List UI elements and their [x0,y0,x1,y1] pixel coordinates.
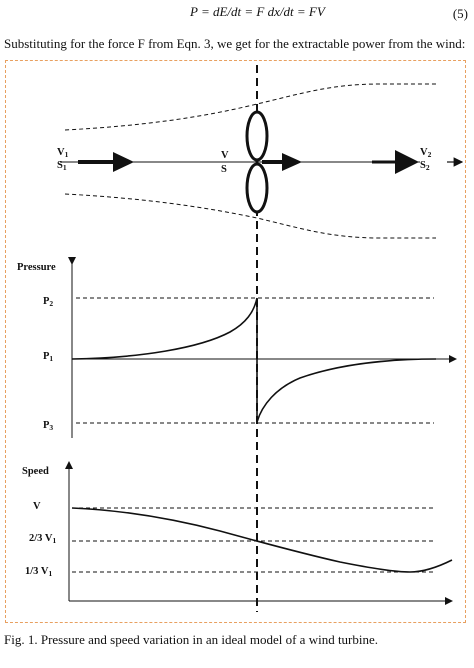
speed-axis-title: Speed [22,466,49,477]
stream-tube [60,83,464,239]
intro-paragraph: Substituting for the force F from Eqn. 3… [4,36,466,51]
pressure-tick-p2: P2 [43,296,53,308]
upstream-arrow [78,152,134,172]
pressure-axis-title: Pressure [17,262,56,273]
rotor-area-label: S [221,164,227,175]
upstream-area-label: S1 [57,160,67,172]
pressure-tick-p1: P1 [43,351,53,363]
power-equation: P = dE/dt = F dx/dt = FV [190,4,325,20]
rotor-arrow [262,153,302,171]
figure-caption: Fig. 1. Pressure and speed variation in … [4,632,379,647]
speed-tick-one-third: 1/3 V1 [25,566,52,578]
downstream-velocity-label: V2 [420,147,432,159]
rotor-blade-upper [245,110,269,162]
figure-frame [5,60,466,623]
upstream-velocity-label: V1 [57,147,69,159]
pressure-curve-upstream [71,297,258,360]
rotor-velocity-label: V [221,150,229,161]
pressure-tick-p3: P3 [43,420,53,432]
equation-number: (5) [452,6,468,21]
speed-curve [71,507,453,573]
equation-text: P = dE/dt = F dx/dt = FV [190,4,325,19]
stream-tube-upper [64,83,436,131]
downstream-area-label: S2 [420,160,430,172]
stream-tube-lower [64,193,436,239]
pressure-curve-downstream [256,358,437,423]
rotor-blade-lower [245,162,269,214]
speed-tick-two-thirds: 2/3 V1 [29,533,56,545]
speed-tick-v: V [33,501,41,512]
